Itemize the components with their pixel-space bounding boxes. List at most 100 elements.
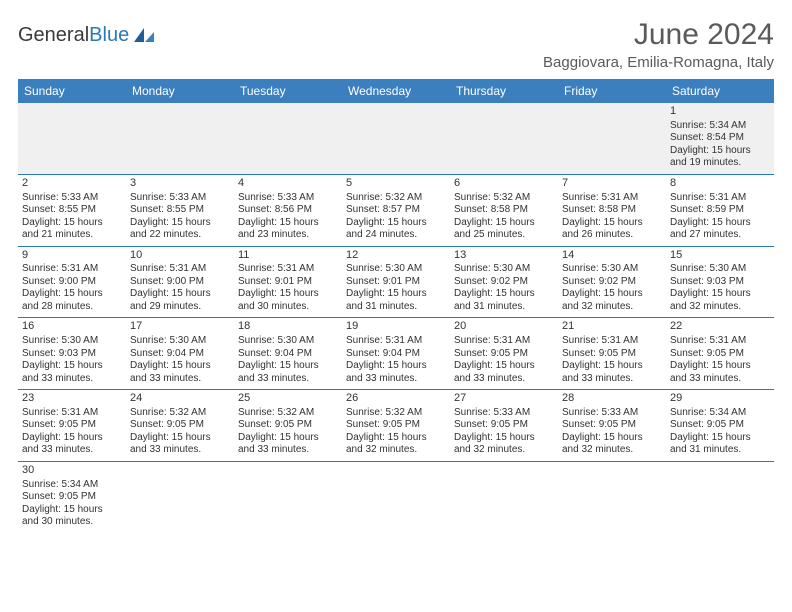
sunrise-line: Sunrise: 5:30 AM [130,335,230,348]
sunrise-line: Sunrise: 5:33 AM [238,192,338,205]
calendar-cell: 7Sunrise: 5:31 AMSunset: 8:58 PMDaylight… [558,174,666,246]
weekday-header: Sunday [18,79,126,103]
sunrise-line: Sunrise: 5:32 AM [238,407,338,420]
calendar-cell: 17Sunrise: 5:30 AMSunset: 9:04 PMDayligh… [126,318,234,390]
daylight-line: Daylight: 15 hours and 30 minutes. [238,288,338,313]
weekday-header: Saturday [666,79,774,103]
sunset-line: Sunset: 8:59 PM [670,204,770,217]
daylight-line: Daylight: 15 hours and 23 minutes. [238,217,338,242]
sunset-line: Sunset: 9:00 PM [130,276,230,289]
sunrise-line: Sunrise: 5:30 AM [670,263,770,276]
daylight-line: Daylight: 15 hours and 33 minutes. [22,360,122,385]
day-number: 15 [670,249,770,263]
title-block: June 2024 Baggiovara, Emilia-Romagna, It… [543,18,774,71]
day-number: 9 [22,249,122,263]
sunrise-line: Sunrise: 5:32 AM [454,192,554,205]
daylight-line: Daylight: 15 hours and 32 minutes. [454,432,554,457]
daylight-line: Daylight: 15 hours and 33 minutes. [22,432,122,457]
sunset-line: Sunset: 8:58 PM [562,204,662,217]
sunset-line: Sunset: 8:55 PM [130,204,230,217]
sunset-line: Sunset: 9:03 PM [22,348,122,361]
calendar-body: 1Sunrise: 5:34 AMSunset: 8:54 PMDaylight… [18,103,774,533]
day-number: 13 [454,249,554,263]
calendar-cell: 16Sunrise: 5:30 AMSunset: 9:03 PMDayligh… [18,318,126,390]
sunset-line: Sunset: 9:01 PM [346,276,446,289]
calendar-cell [126,103,234,174]
calendar-cell: 26Sunrise: 5:32 AMSunset: 9:05 PMDayligh… [342,390,450,462]
sunset-line: Sunset: 9:05 PM [22,419,122,432]
day-number: 5 [346,177,446,191]
sunrise-line: Sunrise: 5:31 AM [346,335,446,348]
daylight-line: Daylight: 15 hours and 33 minutes. [130,360,230,385]
calendar-cell: 5Sunrise: 5:32 AMSunset: 8:57 PMDaylight… [342,174,450,246]
sunrise-line: Sunrise: 5:31 AM [130,263,230,276]
sunset-line: Sunset: 8:54 PM [670,132,770,145]
day-number: 18 [238,320,338,334]
day-number: 4 [238,177,338,191]
calendar-cell: 10Sunrise: 5:31 AMSunset: 9:00 PMDayligh… [126,246,234,318]
sunrise-line: Sunrise: 5:34 AM [670,120,770,133]
day-number: 25 [238,392,338,406]
sunset-line: Sunset: 8:58 PM [454,204,554,217]
calendar-cell: 27Sunrise: 5:33 AMSunset: 9:05 PMDayligh… [450,390,558,462]
calendar-cell [666,461,774,532]
daylight-line: Daylight: 15 hours and 33 minutes. [130,432,230,457]
logo-text-blue: Blue [89,24,129,47]
day-number: 21 [562,320,662,334]
calendar-table: SundayMondayTuesdayWednesdayThursdayFrid… [18,79,774,533]
day-number: 11 [238,249,338,263]
daylight-line: Daylight: 15 hours and 26 minutes. [562,217,662,242]
daylight-line: Daylight: 15 hours and 25 minutes. [454,217,554,242]
weekday-header: Monday [126,79,234,103]
daylight-line: Daylight: 15 hours and 24 minutes. [346,217,446,242]
daylight-line: Daylight: 15 hours and 31 minutes. [670,432,770,457]
daylight-line: Daylight: 15 hours and 33 minutes. [454,360,554,385]
day-number: 12 [346,249,446,263]
day-number: 28 [562,392,662,406]
calendar-cell: 19Sunrise: 5:31 AMSunset: 9:04 PMDayligh… [342,318,450,390]
weekday-header: Wednesday [342,79,450,103]
daylight-line: Daylight: 15 hours and 28 minutes. [22,288,122,313]
daylight-line: Daylight: 15 hours and 31 minutes. [454,288,554,313]
sunset-line: Sunset: 9:05 PM [670,348,770,361]
calendar-cell: 21Sunrise: 5:31 AMSunset: 9:05 PMDayligh… [558,318,666,390]
calendar-cell: 14Sunrise: 5:30 AMSunset: 9:02 PMDayligh… [558,246,666,318]
daylight-line: Daylight: 15 hours and 32 minutes. [562,432,662,457]
calendar-cell [558,103,666,174]
daylight-line: Daylight: 15 hours and 33 minutes. [238,432,338,457]
calendar-cell: 2Sunrise: 5:33 AMSunset: 8:55 PMDaylight… [18,174,126,246]
calendar-cell [450,103,558,174]
sunset-line: Sunset: 9:05 PM [454,419,554,432]
calendar-cell [558,461,666,532]
calendar-cell [342,461,450,532]
sunset-line: Sunset: 9:05 PM [562,348,662,361]
sunrise-line: Sunrise: 5:31 AM [22,263,122,276]
sunrise-line: Sunrise: 5:32 AM [346,407,446,420]
sunset-line: Sunset: 9:05 PM [238,419,338,432]
calendar-cell [126,461,234,532]
calendar-cell: 25Sunrise: 5:32 AMSunset: 9:05 PMDayligh… [234,390,342,462]
sunset-line: Sunset: 9:05 PM [454,348,554,361]
sunset-line: Sunset: 9:01 PM [238,276,338,289]
daylight-line: Daylight: 15 hours and 22 minutes. [130,217,230,242]
day-number: 23 [22,392,122,406]
sunrise-line: Sunrise: 5:30 AM [562,263,662,276]
calendar-cell: 23Sunrise: 5:31 AMSunset: 9:05 PMDayligh… [18,390,126,462]
weekday-header: Friday [558,79,666,103]
calendar-cell: 22Sunrise: 5:31 AMSunset: 9:05 PMDayligh… [666,318,774,390]
sunset-line: Sunset: 9:05 PM [670,419,770,432]
daylight-line: Daylight: 15 hours and 30 minutes. [22,504,122,529]
day-number: 20 [454,320,554,334]
day-number: 22 [670,320,770,334]
sunrise-line: Sunrise: 5:32 AM [346,192,446,205]
sunset-line: Sunset: 8:57 PM [346,204,446,217]
sunset-line: Sunset: 9:05 PM [22,491,122,504]
calendar-header-row: SundayMondayTuesdayWednesdayThursdayFrid… [18,79,774,103]
calendar-cell [342,103,450,174]
sunset-line: Sunset: 9:05 PM [130,419,230,432]
sunset-line: Sunset: 9:04 PM [130,348,230,361]
day-number: 26 [346,392,446,406]
sunrise-line: Sunrise: 5:30 AM [454,263,554,276]
sunset-line: Sunset: 8:56 PM [238,204,338,217]
sunset-line: Sunset: 8:55 PM [22,204,122,217]
